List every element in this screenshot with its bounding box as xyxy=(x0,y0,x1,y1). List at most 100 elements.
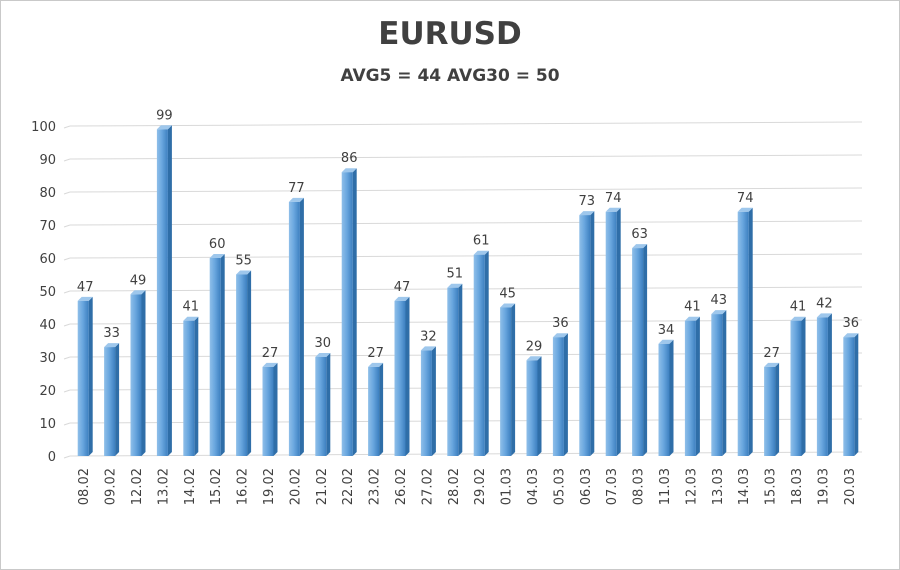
x-tick-label: 20.02 xyxy=(288,468,303,505)
data-label: 41 xyxy=(684,300,701,315)
bar xyxy=(579,211,595,456)
bar-top xyxy=(262,362,278,367)
bar-side xyxy=(299,197,304,456)
bar xyxy=(447,283,463,456)
x-tick-label: 01.03 xyxy=(500,468,515,505)
gridline xyxy=(69,286,863,292)
bar-side xyxy=(115,343,120,456)
gridline xyxy=(69,253,863,259)
y-tick-label: 50 xyxy=(39,285,56,300)
bar-side xyxy=(167,125,172,457)
bar-top xyxy=(764,362,780,367)
bars xyxy=(77,125,859,457)
bar-front xyxy=(843,337,855,456)
gridline xyxy=(69,319,863,325)
x-tick-label: 07.03 xyxy=(605,468,620,505)
bar-front xyxy=(816,317,828,456)
bar-top xyxy=(632,244,648,249)
data-labels: 47 33 49 99 41 60 55 27 77 30 86 27 47 32 51 61 45 29 36 73… xyxy=(77,108,859,361)
bar-top xyxy=(658,339,674,344)
gridline xyxy=(69,451,863,457)
bar-front xyxy=(368,366,380,456)
bar xyxy=(552,333,568,456)
gridline-edge xyxy=(63,323,71,327)
bar-top xyxy=(843,333,859,338)
bar-top xyxy=(816,313,832,318)
bar xyxy=(605,207,621,456)
bar-top xyxy=(526,356,542,361)
bar-front xyxy=(737,211,749,456)
y-tick-label: 10 xyxy=(39,417,56,432)
bar-side xyxy=(458,283,463,456)
gridline-edge xyxy=(63,290,71,294)
bar-front xyxy=(684,320,696,456)
bar-side xyxy=(801,316,806,456)
x-tick-label: 22.02 xyxy=(341,468,356,505)
gridline-edge xyxy=(63,455,71,459)
bar-top xyxy=(77,296,93,301)
bar-side xyxy=(352,168,357,456)
gridline-edge xyxy=(63,257,71,261)
bar-front xyxy=(605,211,617,456)
x-tick-label: 11.03 xyxy=(658,468,673,505)
bar-front xyxy=(790,320,802,456)
bar-top xyxy=(368,362,384,367)
data-label: 27 xyxy=(367,346,384,361)
bar-side xyxy=(379,362,384,456)
bar-top xyxy=(104,343,120,348)
bar xyxy=(473,250,489,456)
bar-front xyxy=(104,347,116,456)
bar-front xyxy=(341,172,353,456)
bar-top xyxy=(156,125,172,130)
gridline-edge xyxy=(63,191,71,195)
x-tick-label: 08.02 xyxy=(77,468,92,505)
bar-top xyxy=(737,207,753,212)
bar-top xyxy=(605,207,621,212)
bar-front xyxy=(77,300,89,456)
x-tick-label: 19.02 xyxy=(262,468,277,505)
bar-top xyxy=(315,353,331,357)
x-tick-label: 13.03 xyxy=(711,468,726,505)
bar-side xyxy=(88,296,93,456)
y-tick-label: 0 xyxy=(48,450,56,465)
bar-front xyxy=(156,129,168,457)
gridline xyxy=(69,121,863,127)
bar xyxy=(790,316,806,456)
bar-top xyxy=(790,316,806,321)
bar-top xyxy=(394,296,410,301)
bar-top xyxy=(209,254,225,258)
data-label: 41 xyxy=(183,300,200,315)
y-axis-ticks: 0 10 20 30 40 50 60 70 80 90 100 xyxy=(31,120,56,465)
bar-side xyxy=(722,310,727,456)
bar xyxy=(737,207,753,456)
bar-side xyxy=(616,207,621,456)
bar-top xyxy=(341,168,357,173)
bar-side xyxy=(484,250,489,456)
gridline xyxy=(69,220,863,226)
data-label: 49 xyxy=(130,273,147,288)
bar-top xyxy=(684,316,700,321)
bar xyxy=(183,316,199,456)
gridline xyxy=(69,154,863,160)
bar-side xyxy=(141,290,146,456)
data-label: 55 xyxy=(235,254,252,269)
gridline-edge xyxy=(63,422,71,426)
bar-front xyxy=(500,307,512,456)
bar xyxy=(315,353,331,456)
bar-side xyxy=(590,211,595,456)
gridline-edge xyxy=(63,125,71,129)
bar-side xyxy=(563,333,568,456)
data-label: 41 xyxy=(790,300,807,315)
chart-subtitle: AVG5 = 44 AVG30 = 50 xyxy=(340,66,560,86)
bar-front xyxy=(315,357,327,456)
bar xyxy=(209,254,225,456)
bar xyxy=(262,362,278,456)
bar-top xyxy=(500,303,516,308)
bar-top xyxy=(447,283,463,288)
bar xyxy=(526,356,542,456)
bar-front xyxy=(130,294,142,456)
x-tick-label: 14.03 xyxy=(737,468,752,505)
x-tick-label: 27.02 xyxy=(420,468,435,505)
bar-front xyxy=(262,366,274,456)
